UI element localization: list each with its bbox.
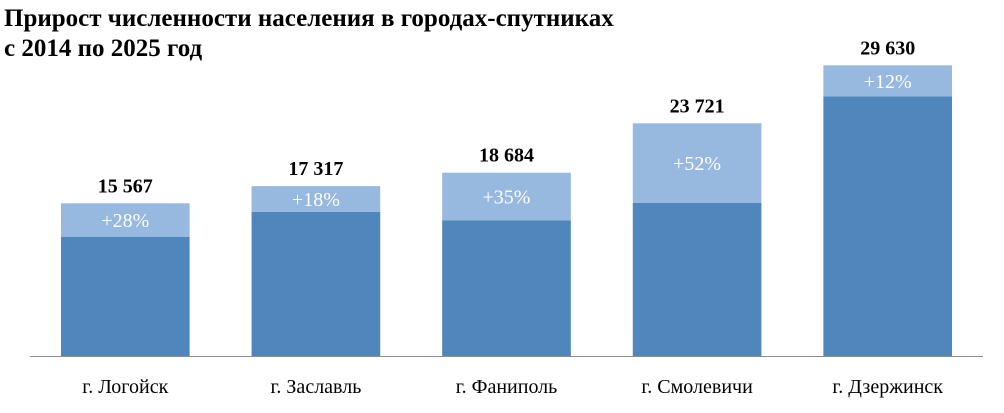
bar-base-segment [60,236,190,356]
growth-percent-label: +35% [483,186,531,208]
bar-growth-segment [60,203,190,237]
category-label: г. Дзержинск [832,376,943,398]
total-value-label: 29 630 [860,37,915,59]
bar-base-segment [632,202,762,356]
bar-growth-segment [823,65,953,97]
bar-growth-segment [251,186,381,212]
category-label: г. Заславль [270,376,361,398]
growth-percent-label: +28% [101,210,149,232]
bars-layer [60,65,953,356]
category-label: г. Фаниполь [456,376,558,398]
total-value-label: 18 684 [479,145,534,167]
growth-percent-label: +18% [292,189,340,211]
bar-base-segment [442,220,571,356]
chart-title: Прирост численности населения в городах-… [4,5,614,62]
bar-base-segment [251,211,381,356]
growth-percent-label: +12% [864,71,912,93]
total-value-label: 17 317 [288,158,343,180]
category-label: г. Логойск [82,376,168,398]
bar-growth-segment [632,123,762,203]
labels-layer: +28% 15 567 г. Логойск +18% 17 317 г. Заславл… [82,37,943,398]
growth-percent-label: +52% [673,153,721,175]
total-value-label: 15 567 [98,175,153,197]
bar-base-segment [823,96,953,356]
category-label: г. Смолевичи [641,376,753,398]
bar-growth-segment [442,172,571,221]
total-value-label: 23 721 [670,95,725,117]
